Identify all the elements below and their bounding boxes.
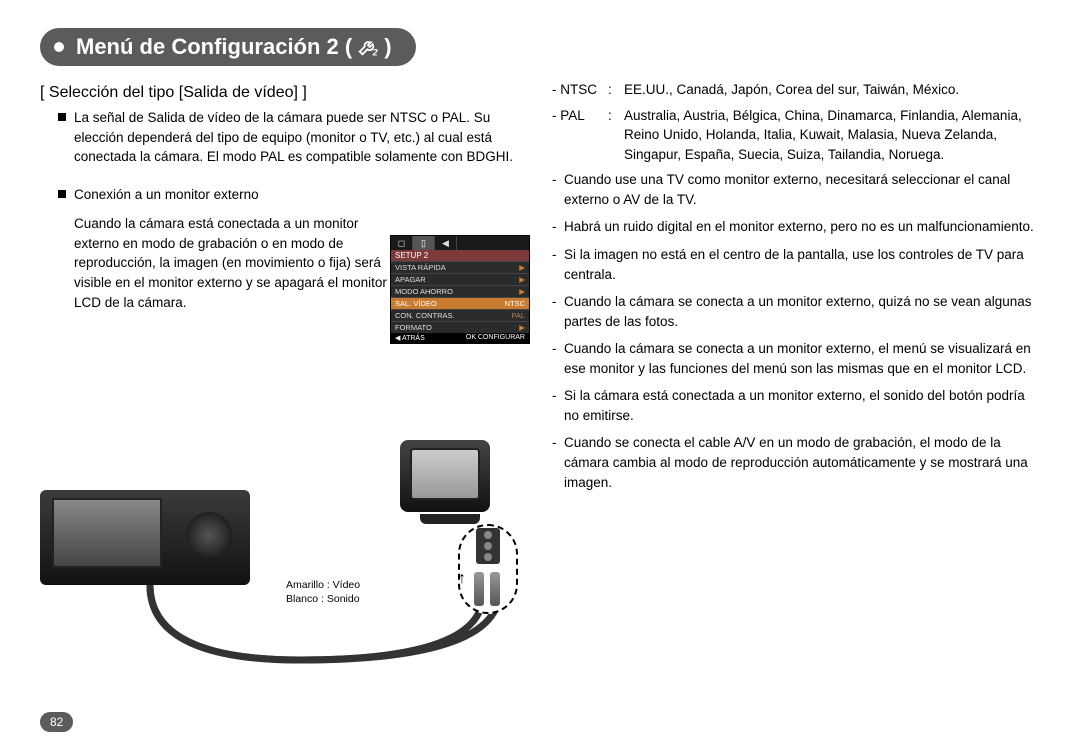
notes-list: -Cuando use una TV como monitor externo,… xyxy=(552,170,1040,492)
menu-header: SETUP 2 xyxy=(391,250,529,261)
note-text: Cuando la cámara se conecta a un monitor… xyxy=(564,292,1040,331)
menu-row-value: ▶ xyxy=(519,287,525,296)
menu-row: APAGAR ▶ xyxy=(391,273,529,285)
note-row: -Habrá un ruido digital en el monitor ex… xyxy=(552,217,1040,237)
rca-jack-block-icon xyxy=(476,528,500,564)
menu-row-label: MODO AHORRO xyxy=(395,287,453,296)
menu-row-value: NTSC xyxy=(505,299,525,308)
note-row: -Cuando use una TV como monitor externo,… xyxy=(552,170,1040,209)
std-label: - PAL xyxy=(552,106,608,165)
standards-list: - NTSC : EE.UU., Canadá, Japón, Corea de… xyxy=(552,80,1040,164)
menu-footer-right: OK CONFIGURAR xyxy=(466,334,525,342)
dash-icon: - xyxy=(552,170,564,209)
dash-icon: - xyxy=(552,339,564,378)
note-text: Cuando la cámara se conecta a un monitor… xyxy=(564,339,1040,378)
label-audio: Blanco : Sonido xyxy=(286,592,360,606)
std-sep: : xyxy=(608,80,624,100)
menu-row-value: ▶ xyxy=(519,263,525,272)
menu-footer-left: ◀ ATRÁS xyxy=(395,334,425,342)
menu-row-label: FORMATO xyxy=(395,323,432,332)
para2-body: Cuando la cámara está conectada a un mon… xyxy=(74,214,404,312)
dash-icon: - xyxy=(552,386,564,425)
dash-icon: - xyxy=(552,245,564,284)
note-row: -Cuando se conecta el cable A/V en un mo… xyxy=(552,433,1040,492)
para1-text: La señal de Salida de vídeo de la cámara… xyxy=(74,108,520,167)
note-text: Si la imagen no está en el centro de la … xyxy=(564,245,1040,284)
para1-block: La señal de Salida de vídeo de la cámara… xyxy=(58,108,520,167)
menu-row-value: PAL xyxy=(511,311,525,320)
menu-row-value: ▶ xyxy=(519,275,525,284)
section-label: [ Selección del tipo [Salida de vídeo] ] xyxy=(40,84,520,102)
menu-tab-icon: ◀ xyxy=(435,236,457,250)
menu-row-value: ▶ xyxy=(519,323,525,332)
menu-tab-icon: ▯ xyxy=(413,236,435,250)
menu-tab-icon: ◻ xyxy=(391,236,413,250)
menu-row-highlighted: SAL. VÍDEO NTSC xyxy=(391,297,529,309)
standard-row: - NTSC : EE.UU., Canadá, Japón, Corea de… xyxy=(552,80,1040,100)
standard-row: - PAL : Australia, Austria, Bélgica, Chi… xyxy=(552,106,1040,165)
para2-block: Conexión a un monitor externo xyxy=(58,185,520,205)
dash-icon: - xyxy=(552,292,564,331)
label-video: Amarillo : Vídeo xyxy=(286,578,360,592)
note-text: Cuando use una TV como monitor externo, … xyxy=(564,170,1040,209)
title-suffix: ) xyxy=(384,34,391,60)
std-label: - NTSC xyxy=(552,80,608,100)
menu-tabs: ◻ ▯ ◀ xyxy=(391,236,529,250)
std-val: EE.UU., Canadá, Japón, Corea del sur, Ta… xyxy=(624,80,1040,100)
menu-row-label: VISTA RÁPIDA xyxy=(395,263,446,272)
std-val: Australia, Austria, Bélgica, China, Dina… xyxy=(624,106,1040,165)
note-text: Habrá un ruido digital en el monitor ext… xyxy=(564,217,1040,237)
camera-icon xyxy=(40,490,250,585)
svg-text:2: 2 xyxy=(372,47,378,57)
menu-row-label: CON. CONTRAS. xyxy=(395,311,455,320)
menu-row-label: APAGAR xyxy=(395,275,426,284)
cable-color-labels: Amarillo : Vídeo Blanco : Sonido xyxy=(286,578,360,606)
camera-menu-screenshot: ◻ ▯ ◀ SETUP 2 VISTA RÁPIDA ▶ APAGAR ▶ MODO… xyxy=(390,235,530,344)
para2-title: Conexión a un monitor externo xyxy=(74,185,520,205)
note-text: Si la cámara está conectada a un monitor… xyxy=(564,386,1040,425)
page-number: 82 xyxy=(40,712,73,732)
right-column: - NTSC : EE.UU., Canadá, Japón, Corea de… xyxy=(552,80,1040,500)
camera-lens-icon xyxy=(186,512,232,558)
menu-row-label: SAL. VÍDEO xyxy=(395,299,437,308)
wrench-2-icon: 2 xyxy=(354,36,382,58)
camera-screen-icon xyxy=(52,498,162,568)
std-sep: : xyxy=(608,106,624,165)
note-row: -Cuando la cámara se conecta a un monito… xyxy=(552,339,1040,378)
rca-plug-icon xyxy=(474,572,484,606)
connection-illustration: ↑ Amarillo : Vídeo Blanco : Sonido xyxy=(40,430,530,680)
square-bullet-icon xyxy=(58,113,66,121)
menu-row: CON. CONTRAS. PAL xyxy=(391,309,529,321)
note-text: Cuando se conecta el cable A/V en un mod… xyxy=(564,433,1040,492)
tv-icon xyxy=(400,440,500,530)
menu-row: VISTA RÁPIDA ▶ xyxy=(391,261,529,273)
note-row: -Si la imagen no está en el centro de la… xyxy=(552,245,1040,284)
menu-row: FORMATO ▶ xyxy=(391,321,529,333)
arrow-up-icon: ↑ xyxy=(458,570,466,588)
page-title-pill: Menú de Configuración 2 ( 2 ) xyxy=(40,28,416,66)
menu-row: MODO AHORRO ▶ xyxy=(391,285,529,297)
dash-icon: - xyxy=(552,217,564,237)
note-row: -Si la cámara está conectada a un monito… xyxy=(552,386,1040,425)
note-row: -Cuando la cámara se conecta a un monito… xyxy=(552,292,1040,331)
rca-plug-icon xyxy=(490,572,500,606)
menu-footer: ◀ ATRÁS OK CONFIGURAR xyxy=(391,333,529,343)
title-prefix: Menú de Configuración 2 ( xyxy=(76,34,352,60)
square-bullet-icon xyxy=(58,190,66,198)
dash-icon: - xyxy=(552,433,564,492)
